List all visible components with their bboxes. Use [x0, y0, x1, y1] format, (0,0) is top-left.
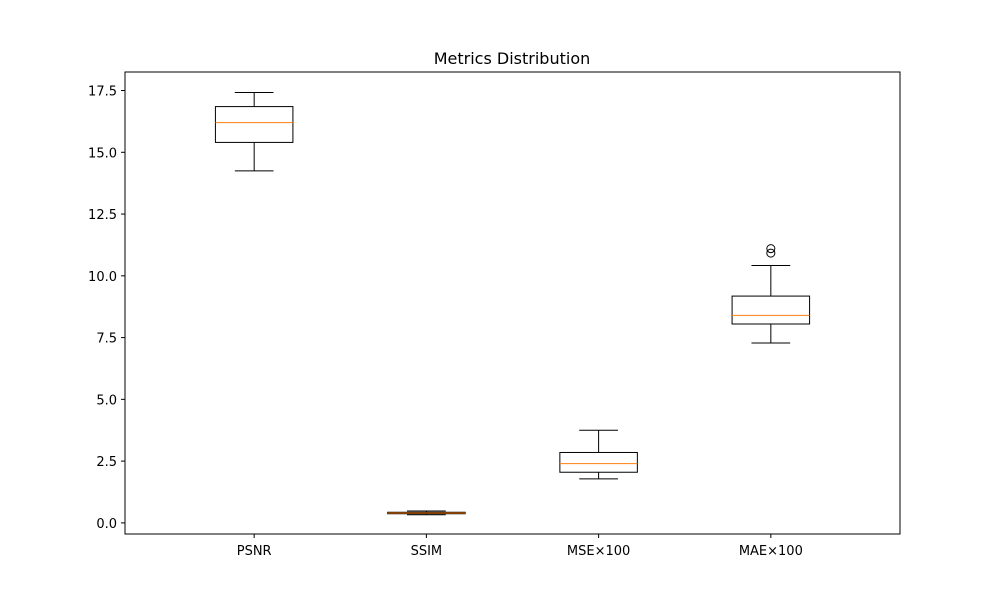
- box-mae-100: [731, 244, 811, 344]
- y-tick-label: 5.0: [96, 393, 117, 408]
- outlier-point: [766, 248, 776, 258]
- iqr-box: [559, 451, 638, 473]
- boxes-layer: [214, 92, 811, 516]
- iqr-box: [731, 295, 811, 325]
- box-psnr: [214, 92, 294, 172]
- plot-area-frame: [124, 71, 901, 535]
- box-ssim: [387, 510, 466, 516]
- x-tick-label: MAE×100: [739, 544, 803, 559]
- x-tick-label: SSIM: [411, 544, 443, 559]
- y-tick-label: 2.5: [96, 455, 117, 470]
- y-tick-label: 0.0: [96, 517, 117, 532]
- y-tick-label: 15.0: [88, 146, 117, 161]
- y-tick-label: 12.5: [88, 208, 117, 223]
- outlier-point: [766, 244, 776, 254]
- x-axis: PSNR SSIM MSE×100 MAE×100: [237, 534, 803, 559]
- x-tick-label: MSE×100: [567, 544, 630, 559]
- y-tick-label: 17.5: [88, 85, 117, 100]
- iqr-box: [214, 106, 294, 143]
- box-mse-100: [559, 429, 638, 480]
- y-axis: 0.0 2.5 5.0 7.5 10.0 12.5 15.0 17.5: [88, 85, 125, 532]
- x-tick-label: PSNR: [237, 544, 272, 559]
- chart-title: Metrics Distribution: [434, 49, 591, 68]
- y-tick-label: 10.0: [88, 270, 117, 285]
- y-tick-label: 7.5: [96, 332, 117, 347]
